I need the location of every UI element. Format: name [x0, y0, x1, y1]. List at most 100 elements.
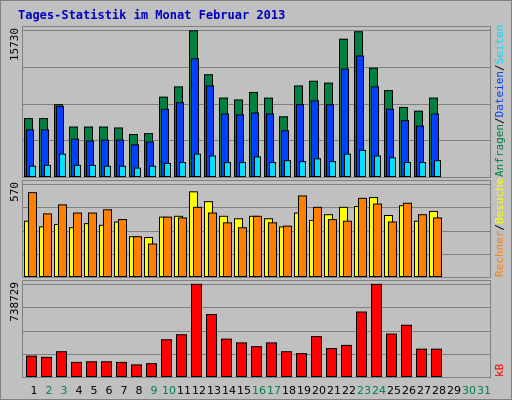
bar-rechner-6	[103, 209, 112, 277]
bar-seiten-25	[389, 157, 396, 177]
x-tick-label: 4	[76, 384, 83, 397]
x-tick-label: 26	[402, 384, 416, 397]
x-tick-label: 5	[91, 384, 98, 397]
bar-rechner-27	[418, 214, 427, 277]
x-tick-label: 29	[447, 384, 461, 397]
bar-kb-20	[311, 336, 322, 378]
bar-rechner-14	[223, 222, 232, 277]
bar-rechner-11	[178, 217, 187, 278]
x-tick-label: 1	[31, 384, 38, 397]
x-tick-label: 28	[432, 384, 446, 397]
legend-entry: /	[493, 117, 506, 124]
bar-seiten-9	[149, 165, 156, 178]
x-tick-label: 24	[372, 384, 386, 397]
bar-seiten-4	[74, 164, 81, 178]
x-tick-label: 18	[282, 384, 296, 397]
bar-seiten-7	[119, 165, 126, 178]
bar-rechner-24	[373, 203, 382, 277]
bar-rechner-2	[43, 213, 52, 278]
bar-seiten-16	[254, 156, 261, 178]
bar-seiten-13	[209, 155, 216, 178]
bar-kb-7	[116, 361, 127, 378]
x-tick-label: 2	[46, 384, 53, 397]
legend-entry: Anfragen	[493, 124, 506, 177]
bar-seiten-2	[44, 164, 51, 178]
bar-seiten-18	[284, 160, 291, 177]
x-tick-label: 22	[342, 384, 356, 397]
bar-rechner-5	[88, 212, 97, 277]
x-tick-label: 11	[177, 384, 191, 397]
bar-seiten-5	[89, 164, 96, 178]
bar-kb-15	[236, 342, 247, 378]
bar-kb-26	[401, 324, 412, 377]
bar-seiten-17	[269, 162, 276, 178]
bar-rechner-28	[433, 217, 442, 278]
bar-seiten-12	[194, 153, 201, 177]
bar-kb-1	[26, 355, 37, 378]
bar-kb-8	[131, 364, 142, 377]
bar-kb-23	[356, 311, 367, 378]
x-tick-label: 6	[106, 384, 113, 397]
bar-seiten-22	[344, 153, 351, 177]
legend-entry: Seiten	[493, 25, 506, 65]
y-tick-label: 15730	[8, 28, 21, 61]
legend-top: Anfragen/Dateien/Seiten	[493, 25, 506, 177]
bar-kb-27	[416, 348, 427, 377]
bar-rechner-9	[148, 243, 157, 277]
legend-entry: Besuche	[493, 178, 506, 224]
bar-kb-5	[86, 361, 97, 378]
bar-seiten-3	[59, 153, 66, 177]
legend-middle: Rechner/Besuche	[493, 178, 506, 277]
bar-seiten-6	[104, 165, 111, 178]
bar-kb-12	[191, 283, 202, 378]
bar-kb-6	[101, 361, 112, 378]
bar-seiten-27	[419, 162, 426, 178]
bar-seiten-10	[164, 162, 171, 177]
x-tick-label: 16	[252, 384, 266, 397]
bar-kb-14	[221, 338, 232, 377]
x-tick-label: 31	[477, 384, 491, 397]
bar-kb-16	[251, 346, 262, 378]
bar-rechner-25	[388, 221, 397, 278]
bar-seiten-19	[299, 161, 306, 177]
legend-bottom: kB	[493, 363, 506, 377]
bar-kb-17	[266, 342, 277, 378]
x-tick-label: 14	[222, 384, 236, 397]
bar-rechner-12	[193, 206, 202, 277]
x-tick-label: 27	[417, 384, 431, 397]
bar-rechner-23	[358, 197, 367, 277]
bar-kb-22	[341, 344, 352, 377]
bar-seiten-1	[29, 165, 36, 178]
bar-kb-10	[161, 339, 172, 377]
legend-entry: /	[493, 224, 506, 231]
bar-rechner-21	[328, 219, 337, 277]
bar-kb-13	[206, 314, 217, 377]
bar-rechner-13	[208, 212, 217, 277]
legend-entry: /	[493, 64, 506, 71]
x-tick-label: 13	[207, 384, 221, 397]
bar-kb-24	[371, 283, 382, 378]
x-tick-label: 17	[267, 384, 281, 397]
x-tick-label: 3	[61, 384, 68, 397]
bar-kb-18	[281, 351, 292, 378]
bar-seiten-8	[134, 167, 141, 178]
chart-panel-kb: 738729	[8, 280, 491, 378]
bar-rechner-20	[313, 206, 322, 277]
x-tick-label: 21	[327, 384, 341, 397]
bar-seiten-24	[374, 155, 381, 178]
chart-title: Tages-Statistik im Monat Februar 2013	[18, 8, 286, 22]
x-tick-label: 15	[237, 384, 251, 397]
bar-kb-3	[56, 351, 67, 378]
bar-seiten-28	[434, 160, 441, 177]
bar-kb-11	[176, 334, 187, 377]
bar-seiten-21	[329, 161, 336, 177]
bar-rechner-3	[58, 204, 67, 277]
x-tick-label: 30	[462, 384, 476, 397]
bar-rechner-26	[403, 202, 412, 277]
bar-seiten-14	[224, 162, 231, 178]
bar-kb-4	[71, 361, 82, 378]
bar-kb-2	[41, 356, 52, 378]
bar-seiten-26	[404, 162, 411, 178]
bar-kb-9	[146, 363, 157, 377]
bar-seiten-20	[314, 158, 321, 178]
